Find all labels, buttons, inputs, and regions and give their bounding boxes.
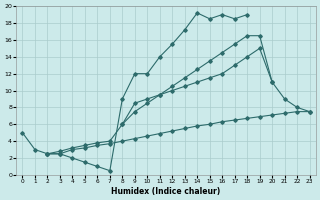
X-axis label: Humidex (Indice chaleur): Humidex (Indice chaleur): [111, 187, 221, 196]
